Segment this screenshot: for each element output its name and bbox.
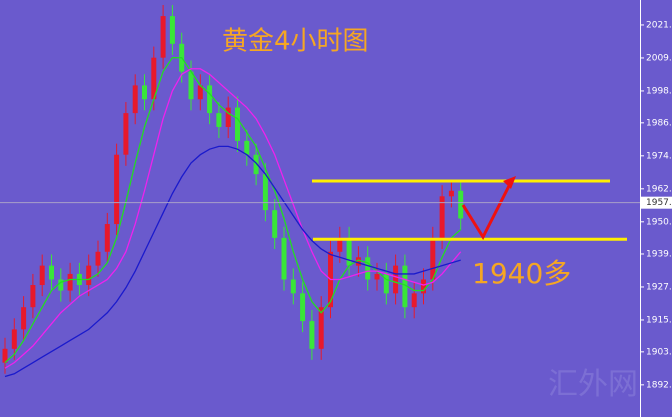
arrow [461,179,514,241]
candle-body [142,85,147,100]
y-tick-label: 1974.6 [646,151,672,161]
y-tick-label: 1892.0 [646,380,672,390]
candle-body [86,265,92,286]
candle-body [346,237,352,266]
candle-body [355,257,361,266]
candle-body [439,196,445,238]
watermark: 汇外网 [548,367,638,402]
candle-body [95,251,101,266]
candle-body [421,279,426,294]
candle-body [30,285,36,308]
arrow-head [503,176,516,189]
candle-body [262,174,268,211]
candle-body [114,154,120,225]
candle-body [160,16,166,58]
candle-body [235,107,240,141]
candle-body [300,293,306,322]
candle-body [188,71,194,100]
candle-body [58,279,64,291]
candle-body [225,107,231,127]
candle-body [67,273,73,291]
plot [2,4,627,378]
candle-body [197,85,203,100]
y-tick-label: 1986.5 [646,118,672,128]
candle-body [318,307,324,349]
candle-body [337,237,343,252]
candle-body [132,85,138,114]
candle-body [281,237,287,280]
candle-body [151,57,157,100]
candle-body [448,190,454,197]
y-tick-label: 2009.9 [646,53,672,63]
y-tick-label: 1939.2 [646,249,672,259]
y-tick-label: 1962.7 [646,184,672,194]
candle-body [11,329,17,349]
candle-body [393,265,399,294]
candle-body [272,210,278,238]
candle-body [244,140,250,155]
candle-body [123,113,129,155]
candle-body [402,265,408,308]
candle-body [216,113,222,127]
y-tick-label: 2021.8 [646,20,672,30]
moving-average [4,145,461,378]
chart-title: 黄金4小时图 [222,27,369,57]
last-price-label: 1957.7 [646,198,672,208]
candle-body [169,16,175,44]
y-tick-label: 1915.4 [646,315,672,325]
y-tick-label: 1927.3 [646,282,672,292]
y-tick-label: 1903.9 [646,347,672,357]
y-tick-label: 1950.8 [646,217,672,227]
candle-body [104,224,110,252]
moving-average [4,68,462,369]
candle-body [2,348,8,363]
candle-body [374,273,380,280]
candle-body [309,321,315,349]
candle-body [21,307,27,330]
candle-body [207,85,213,114]
candle-body [253,154,259,175]
candle-body [411,293,417,308]
candle-body [458,190,464,219]
candle-body [383,273,389,294]
candle-body [430,237,436,280]
moving-average [4,57,462,364]
annotation: 1940多 [472,257,571,290]
candle-body [39,265,45,286]
last-price-box [641,196,672,209]
candle-body [365,257,371,280]
candle-body [49,265,54,280]
y-tick-label: 1998.0 [646,86,672,96]
candle-body [290,279,296,294]
